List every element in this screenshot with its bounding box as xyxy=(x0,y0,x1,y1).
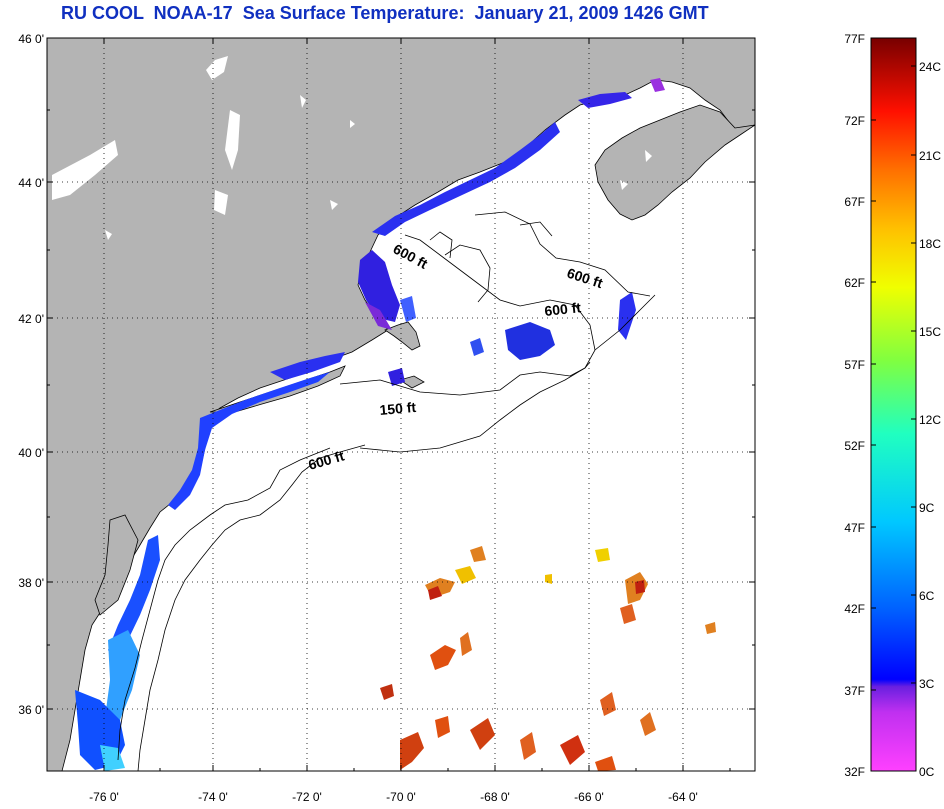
lat-label-42: 42 0' xyxy=(18,312,44,326)
isobath-label-nantucket-shoals: 150 ft xyxy=(379,399,417,418)
map-plot-area: 600 ft 600 ft 600 ft 150 ft 600 ft xyxy=(18,32,756,804)
f-label-47: 47F xyxy=(844,521,865,535)
map-gridlines xyxy=(47,38,755,771)
f-label-77: 77F xyxy=(844,32,865,46)
latitude-labels: 46 0' 44 0' 42 0' 40 0' 38 0' 36 0' xyxy=(18,32,44,717)
temperature-colorbar: 77F 72F 67F 62F 57F 52F 47F 42F 37F 32F … xyxy=(844,32,941,779)
sst-coastal-cold-water xyxy=(75,78,665,771)
lat-label-38: 38 0' xyxy=(18,576,44,590)
isobath-label-georges-bank: 600 ft xyxy=(544,299,582,319)
longitude-labels: -76 0' -74 0' -72 0' -70 0' -68 0' -66 0… xyxy=(89,790,698,804)
f-label-67: 67F xyxy=(844,195,865,209)
c-label-3: 3C xyxy=(919,677,935,691)
lat-label-46: 46 0' xyxy=(18,32,44,46)
lon-label-72: -72 0' xyxy=(292,790,322,804)
c-label-12: 12C xyxy=(919,413,941,427)
c-label-18: 18C xyxy=(919,237,941,251)
f-label-52: 52F xyxy=(844,439,865,453)
map-tick-marks xyxy=(47,37,755,771)
f-label-42: 42F xyxy=(844,602,865,616)
c-label-6: 6C xyxy=(919,589,935,603)
lat-label-36: 36 0' xyxy=(18,703,44,717)
f-label-72: 72F xyxy=(844,114,865,128)
lon-label-68: -68 0' xyxy=(480,790,510,804)
sst-offshore-warm-water xyxy=(380,546,716,771)
colorbar-ticks xyxy=(871,65,916,691)
colorbar-gradient xyxy=(870,37,917,772)
f-label-37: 37F xyxy=(844,684,865,698)
colorbar-celsius-labels: 24C 21C 18C 15C 12C 9C 6C 3C 0C xyxy=(919,60,941,779)
lon-label-66: -66 0' xyxy=(574,790,604,804)
lon-label-76: -76 0' xyxy=(89,790,119,804)
f-label-62: 62F xyxy=(844,276,865,290)
f-label-57: 57F xyxy=(844,358,865,372)
isobath-labels: 600 ft 600 ft 600 ft 150 ft 600 ft xyxy=(306,241,605,473)
lat-label-44: 44 0' xyxy=(18,176,44,190)
c-label-24: 24C xyxy=(919,60,941,74)
chart-title: RU COOL NOAA-17 Sea Surface Temperature:… xyxy=(61,3,709,23)
land-delmarva xyxy=(94,514,139,616)
inland-lakes xyxy=(52,56,652,240)
c-label-0: 0C xyxy=(919,765,935,779)
colorbar-fahrenheit-labels: 77F 72F 67F 62F 57F 52F 47F 42F 37F 32F xyxy=(844,32,865,779)
lon-label-64: -64 0' xyxy=(668,790,698,804)
land-nantucket xyxy=(399,375,425,389)
c-label-15: 15C xyxy=(919,325,941,339)
lat-label-40: 40 0' xyxy=(18,446,44,460)
lon-label-70: -70 0' xyxy=(386,790,416,804)
f-label-32: 32F xyxy=(844,765,865,779)
c-label-21: 21C xyxy=(919,149,941,163)
c-label-9: 9C xyxy=(919,501,935,515)
lon-label-74: -74 0' xyxy=(198,790,228,804)
isobath-contours xyxy=(117,211,656,771)
land-nova-scotia xyxy=(594,104,755,221)
